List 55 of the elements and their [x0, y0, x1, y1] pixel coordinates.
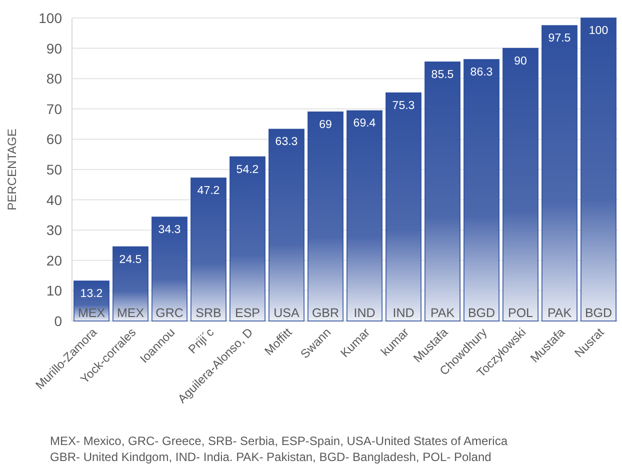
- y-tick-label: 20: [46, 252, 62, 268]
- data-label: 85.5: [431, 68, 454, 81]
- data-label: 75.3: [392, 100, 415, 112]
- y-tick-label: 10: [46, 282, 62, 299]
- bar: [268, 128, 304, 322]
- y-tick-label: 60: [46, 131, 62, 148]
- text: MEX- Mexico, GRC- Greece, SRB- Serbia, ESP-Spain, USA-United States of America: [50, 434, 508, 448]
- y-axis-title: PERCENTAGE: [5, 128, 19, 210]
- data-label: 54.2: [236, 164, 259, 176]
- annotation: IND: [392, 306, 414, 320]
- data-label: 97.5: [548, 32, 571, 45]
- annotation: BGD: [584, 306, 612, 320]
- bar: [190, 178, 226, 322]
- bar: [308, 112, 344, 322]
- y-tick-label: 0: [54, 313, 62, 329]
- data-label: 100: [588, 25, 608, 37]
- y-tick-label: 100: [38, 10, 62, 26]
- y-tick-label: 40: [46, 192, 62, 208]
- bar: [112, 246, 148, 322]
- annotation: PAK: [430, 306, 456, 320]
- annotation: PAK: [547, 306, 572, 320]
- data-label: 63.3: [275, 136, 298, 148]
- annotation: ESP: [234, 306, 260, 320]
- bar: [464, 59, 500, 322]
- text: GBR- United Kindgom, IND- India. PAK- Pakistan, BGD- Bangladesh, POL- Poland: [50, 450, 492, 464]
- y-tick-label: 90: [46, 40, 62, 56]
- data-label: 47.2: [197, 184, 220, 197]
- bar: [386, 92, 422, 322]
- annotation: GBR: [312, 306, 340, 320]
- bar: [502, 48, 538, 322]
- bar: [542, 25, 578, 322]
- annotation: BGD: [468, 306, 496, 320]
- data-label: 34.3: [158, 224, 181, 236]
- annotation: GRC: [156, 306, 184, 320]
- bar: [230, 156, 266, 322]
- y-tick-label: 30: [46, 222, 62, 238]
- bar: [424, 62, 460, 322]
- bar: [152, 216, 188, 322]
- data-label: 13.2: [80, 288, 103, 300]
- bar: [580, 18, 616, 322]
- annotation: MEX: [78, 306, 106, 320]
- annotation: IND: [354, 306, 376, 320]
- y-tick-label: 50: [46, 162, 62, 178]
- y-tick-label: 70: [46, 100, 62, 117]
- bar: [346, 110, 382, 322]
- y-tick-label: 80: [46, 70, 62, 87]
- data-label: 69.4: [353, 118, 376, 130]
- data-label: 69: [319, 118, 332, 131]
- annotation: MEX: [116, 306, 145, 320]
- data-label: 86.3: [470, 66, 493, 79]
- data-label: 24.5: [119, 254, 142, 266]
- data-label: 90: [514, 55, 527, 68]
- annotation: USA: [274, 306, 300, 320]
- annotation: POL: [508, 306, 534, 320]
- annotation: SRB: [196, 306, 222, 320]
